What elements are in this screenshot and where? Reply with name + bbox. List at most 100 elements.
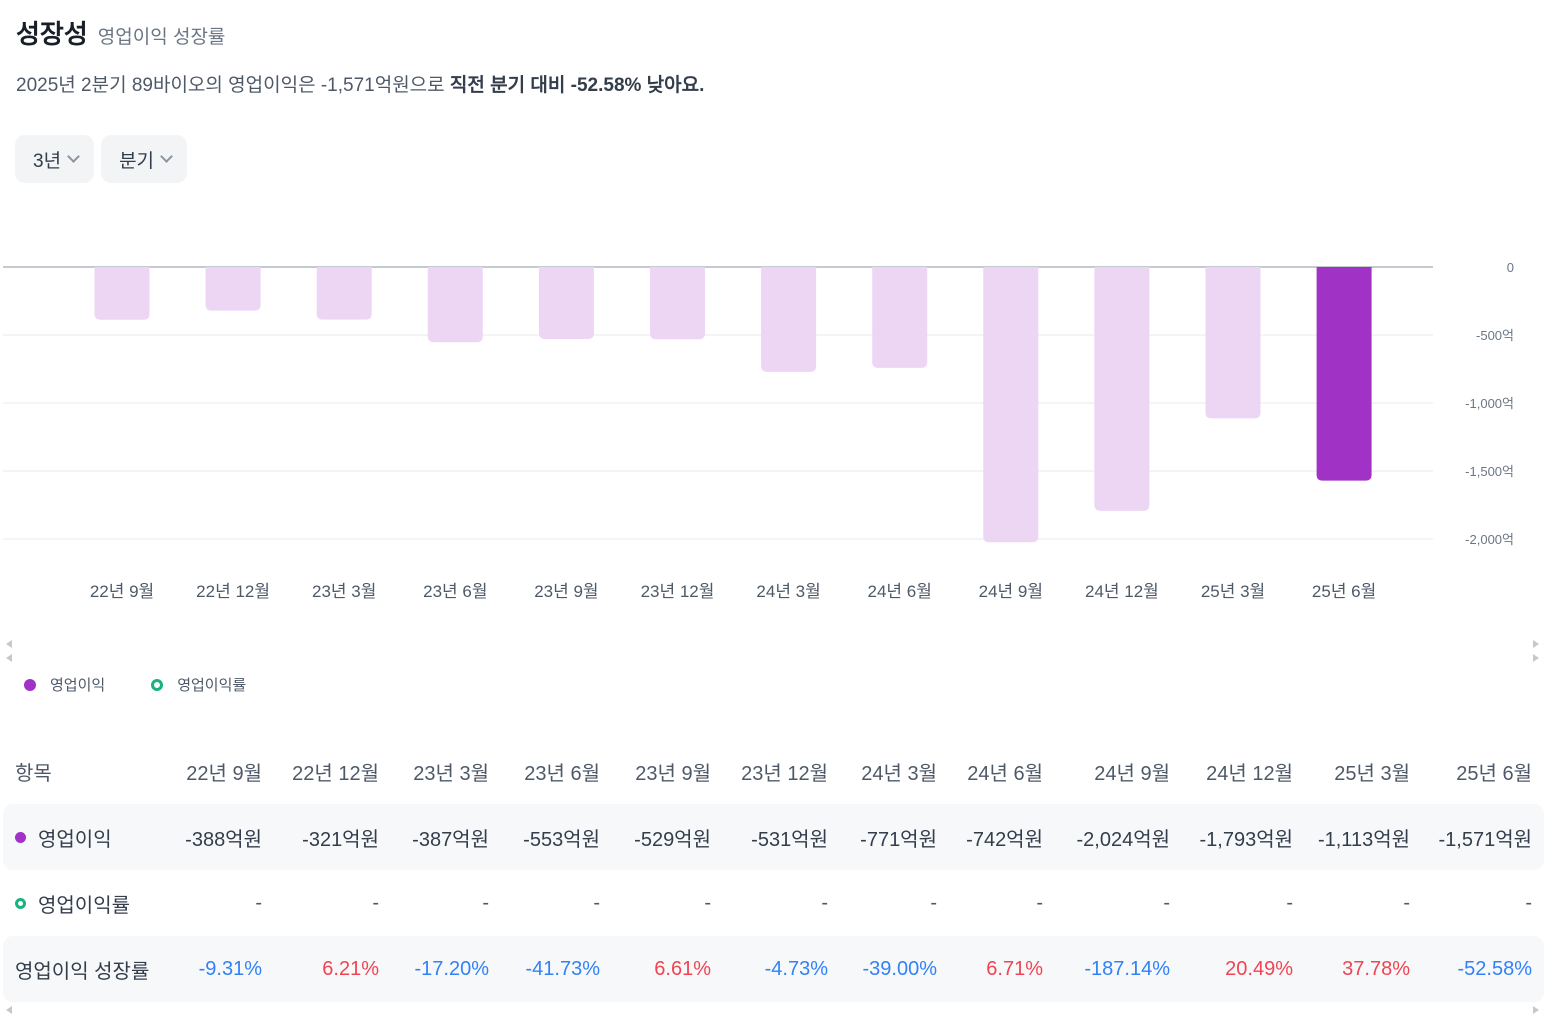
column-header: 23년 3월 [413, 762, 489, 785]
table-cell: -2,024억원 [1055, 804, 1182, 870]
chart-legend: 영업이익 영업이익률 [24, 674, 246, 695]
column-header: 24년 6월 [967, 762, 1043, 785]
table-cell: -1,113억원 [1305, 804, 1422, 870]
y-tick-label: -500억 [1476, 328, 1514, 343]
table-cell: - [1163, 891, 1170, 914]
table-cell: - [930, 891, 937, 914]
table-cell: -553억원 [501, 804, 612, 870]
filled-dot-icon [24, 678, 36, 691]
x-tick-label: 23년 9월 [534, 582, 598, 601]
unit-dropdown-label: 분기 [119, 150, 155, 172]
bar-24년 6월[interactable] [872, 267, 928, 368]
unit-dropdown[interactable]: 분기 [101, 135, 188, 183]
section-header: 성장성 영업이익 성장률 [16, 14, 225, 51]
table-cell: 37.78% [1305, 936, 1422, 1002]
bar-22년 9월[interactable] [94, 267, 150, 320]
filled-dot-icon [15, 831, 26, 843]
x-tick-label: 23년 12월 [641, 582, 715, 601]
x-tick-label: 24년 6월 [868, 582, 932, 601]
chart-scroll-right-icon[interactable] [1533, 640, 1539, 648]
table-cell: - [821, 891, 828, 914]
table-cell: - [482, 891, 489, 914]
table-cell: - [372, 891, 379, 914]
table-row-growth-rate: 영업이익 성장률 -9.31% 6.21% -17.20% -41.73% 6.… [3, 936, 1544, 1002]
bar-24년 3월[interactable] [761, 267, 817, 372]
table-cell: -187.14% [1055, 936, 1182, 1002]
bar-23년 9월[interactable] [538, 267, 594, 339]
bar-23년 3월[interactable] [316, 267, 372, 320]
table-row-operating-profit: 영업이익 -388억원 -321억원 -387억원 -553억원 -529억원 … [3, 804, 1544, 870]
table-header-row: 항목 22년 9월 22년 12월 23년 3월 23년 6월 23년 9월 2… [3, 738, 1544, 804]
table-cell: - [255, 891, 262, 914]
bar-23년 12월[interactable] [650, 267, 705, 340]
column-header: 23년 9월 [635, 762, 711, 785]
bar-22년 12월[interactable] [205, 267, 261, 311]
x-tick-label: 25년 6월 [1312, 582, 1376, 601]
table-cell: - [1036, 891, 1043, 914]
table-header-label: 항목 [15, 762, 52, 785]
table-cell: -52.58% [1422, 936, 1544, 1002]
ring-dot-icon [15, 897, 26, 909]
period-dropdown[interactable]: 3년 [15, 135, 95, 183]
section-subtitle: 영업이익 성장률 [97, 27, 226, 48]
table-cell: -387억원 [391, 804, 501, 870]
table-cell: - [1286, 891, 1293, 914]
table-scroll-right-icon[interactable] [1533, 1006, 1539, 1014]
table-cell: -41.73% [501, 936, 612, 1002]
chart-scroll-left-icon[interactable] [6, 654, 12, 662]
column-header: 22년 12월 [292, 762, 379, 785]
x-tick-label: 24년 3월 [756, 582, 820, 601]
operating-profit-chart: 0 -500억 -1,000억 -1,500억 -2,000억 22년 9월 22년 12월… [3, 260, 1514, 601]
row-label: 영업이익률 [38, 894, 130, 917]
bar-25년 6월[interactable] [1316, 267, 1372, 481]
table-cell: -1,793억원 [1182, 804, 1305, 870]
y-tick-label: -2,000억 [1465, 532, 1514, 547]
summary-prefix: 2025년 2분기 89바이오의 영업이익은 -1,571억원으로 [16, 75, 450, 96]
row-label: 영업이익 성장률 [15, 960, 150, 983]
table-cell: -39.00% [840, 936, 949, 1002]
bar-24년 9월[interactable] [983, 267, 1039, 543]
table-scroll-left-icon[interactable] [6, 1006, 12, 1014]
y-tick-label: -1,500억 [1465, 464, 1514, 479]
column-header: 24년 12월 [1206, 762, 1293, 785]
chart-scroll-right-icon[interactable] [1533, 654, 1539, 662]
summary-emphasis: 직전 분기 대비 -52.58% 낮아요. [449, 75, 705, 96]
filter-bar: 3년 분기 [15, 135, 188, 183]
table-cell: - [1525, 891, 1532, 914]
x-tick-label: 24년 12월 [1085, 582, 1159, 601]
table-cell: -321억원 [274, 804, 391, 870]
section-title: 성장성 [16, 19, 88, 49]
x-tick-label: 25년 3월 [1201, 582, 1265, 601]
row-label-cell: 영업이익률 [3, 870, 166, 936]
row-label-cell: 영업이익 성장률 [3, 936, 166, 1002]
column-header: 22년 9월 [186, 762, 262, 785]
column-header: 24년 3월 [861, 762, 937, 785]
legend-item-operating-profit[interactable]: 영업이익 [24, 674, 105, 695]
bar-23년 6월[interactable] [427, 267, 483, 343]
bar-25년 3월[interactable] [1205, 267, 1261, 419]
table-cell: 6.61% [612, 936, 723, 1002]
column-header: 23년 12월 [741, 762, 828, 785]
legend-label: 영업이익 [50, 677, 106, 694]
x-tick-label: 23년 6월 [423, 582, 487, 601]
bar-24년 12월[interactable] [1094, 267, 1150, 511]
table-cell: - [704, 891, 711, 914]
y-tick-label: -1,000억 [1465, 396, 1514, 411]
table-cell: -9.31% [166, 936, 274, 1002]
y-tick-label: 0 [1507, 260, 1514, 275]
table-row-operating-margin: 영업이익률 - - - - - - - - - - - - [3, 870, 1544, 936]
table-cell: 6.71% [949, 936, 1055, 1002]
legend-label: 영업이익률 [177, 677, 247, 694]
table-cell: - [593, 891, 600, 914]
summary-text: 2025년 2분기 89바이오의 영업이익은 -1,571억원으로 직전 분기 … [16, 70, 704, 97]
table-cell: -4.73% [723, 936, 840, 1002]
table-cell: 20.49% [1182, 936, 1305, 1002]
table-cell: -1,571억원 [1422, 804, 1544, 870]
x-tick-label: 24년 9월 [979, 582, 1043, 601]
column-header: 23년 6월 [524, 762, 600, 785]
ring-dot-icon [151, 678, 164, 691]
chart-scroll-left-icon[interactable] [6, 640, 12, 648]
legend-item-operating-margin[interactable]: 영업이익률 [151, 674, 246, 695]
x-tick-label: 22년 9월 [90, 582, 154, 601]
chevron-down-icon [160, 150, 173, 163]
